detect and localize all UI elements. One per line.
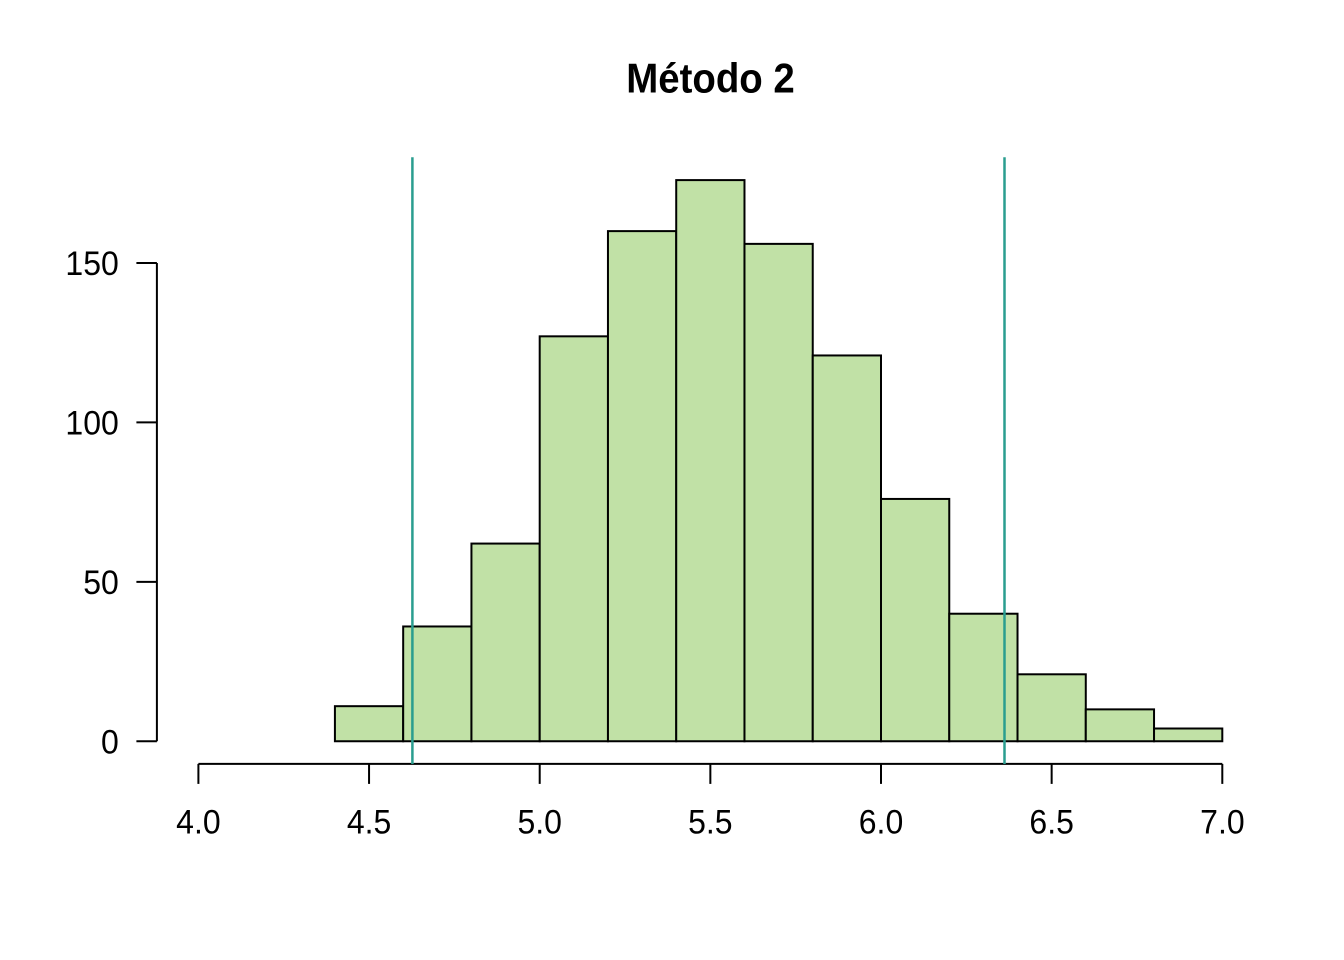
svg-text:0: 0 [101,723,119,761]
svg-text:50: 50 [83,564,119,602]
svg-text:5.5: 5.5 [688,803,732,841]
svg-text:6.0: 6.0 [859,803,903,841]
svg-text:4.0: 4.0 [176,803,220,841]
svg-text:4.5: 4.5 [347,803,391,841]
svg-text:6.5: 6.5 [1029,803,1073,841]
svg-text:7.0: 7.0 [1200,803,1244,841]
svg-text:100: 100 [65,404,118,442]
svg-text:Método 2: Método 2 [626,56,794,102]
svg-text:150: 150 [65,245,118,283]
svg-text:5.0: 5.0 [517,803,561,841]
